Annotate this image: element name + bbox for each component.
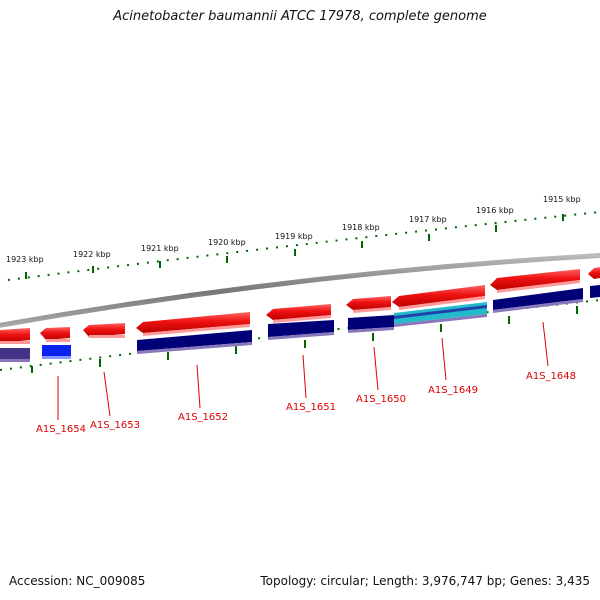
gene-block[interactable]: [137, 330, 252, 351]
scale-label: 1919 kbp: [275, 232, 313, 241]
map-title: Acinetobacter baumannii ATCC 17978, comp…: [113, 9, 487, 24]
gene-label[interactable]: A1S_1652: [178, 412, 228, 423]
gene-arrow[interactable]: [346, 296, 391, 310]
leader-line: [441, 337, 447, 381]
scale-label: 1923 kbp: [6, 255, 44, 264]
gene-track-red: [0, 267, 600, 344]
gene-arrow[interactable]: [588, 267, 600, 279]
gene-arrow[interactable]: [0, 328, 30, 343]
genome-summary-text: Topology: circular; Length: 3,976,747 bp…: [260, 574, 590, 588]
gene-label[interactable]: A1S_1651: [286, 402, 336, 413]
scale-label: 1921 kbp: [141, 244, 179, 253]
leader-line: [373, 346, 379, 391]
leader-line: [542, 321, 549, 367]
gene-label[interactable]: A1S_1650: [356, 394, 406, 405]
gene-block[interactable]: [0, 348, 30, 360]
gene-arrow[interactable]: [40, 327, 70, 340]
gene-arrow[interactable]: [83, 323, 125, 337]
gene-block[interactable]: [42, 345, 71, 357]
outer-scale: 1923 kbp 1922 kbp 1921 kbp 1920 kbp 1919…: [6, 195, 600, 281]
gene-arrow[interactable]: [136, 312, 250, 333]
gene-label[interactable]: A1S_1649: [428, 385, 478, 396]
genome-backbone: [0, 253, 600, 328]
gene-arrow[interactable]: [392, 285, 485, 307]
scale-label: 1917 kbp: [409, 215, 447, 224]
scale-label: 1916 kbp: [476, 206, 514, 215]
gene-block[interactable]: [493, 288, 583, 310]
gene-label[interactable]: A1S_1648: [526, 371, 576, 382]
inner-scale: [0, 299, 600, 373]
gene-block[interactable]: [590, 285, 600, 298]
gene-label[interactable]: A1S_1654: [36, 424, 86, 435]
scale-label: 1920 kbp: [208, 238, 246, 247]
gene-block[interactable]: [268, 320, 334, 337]
gene-track-blue: [0, 285, 600, 362]
leader-line: [103, 371, 111, 417]
gene-arrow[interactable]: [266, 304, 331, 320]
gene-arrow[interactable]: [490, 269, 580, 290]
scale-label: 1918 kbp: [342, 223, 380, 232]
leader-line: [196, 364, 201, 409]
gene-label[interactable]: A1S_1653: [90, 420, 140, 431]
scale-label: 1915 kbp: [543, 195, 581, 204]
accession-text: Accession: NC_009085: [9, 574, 146, 588]
scale-label: 1922 kbp: [73, 250, 111, 259]
gene-labels: A1S_1654 A1S_1653 A1S_1652 A1S_1651 A1S_…: [36, 321, 576, 435]
leader-line: [302, 354, 307, 399]
gene-block[interactable]: [348, 315, 394, 330]
